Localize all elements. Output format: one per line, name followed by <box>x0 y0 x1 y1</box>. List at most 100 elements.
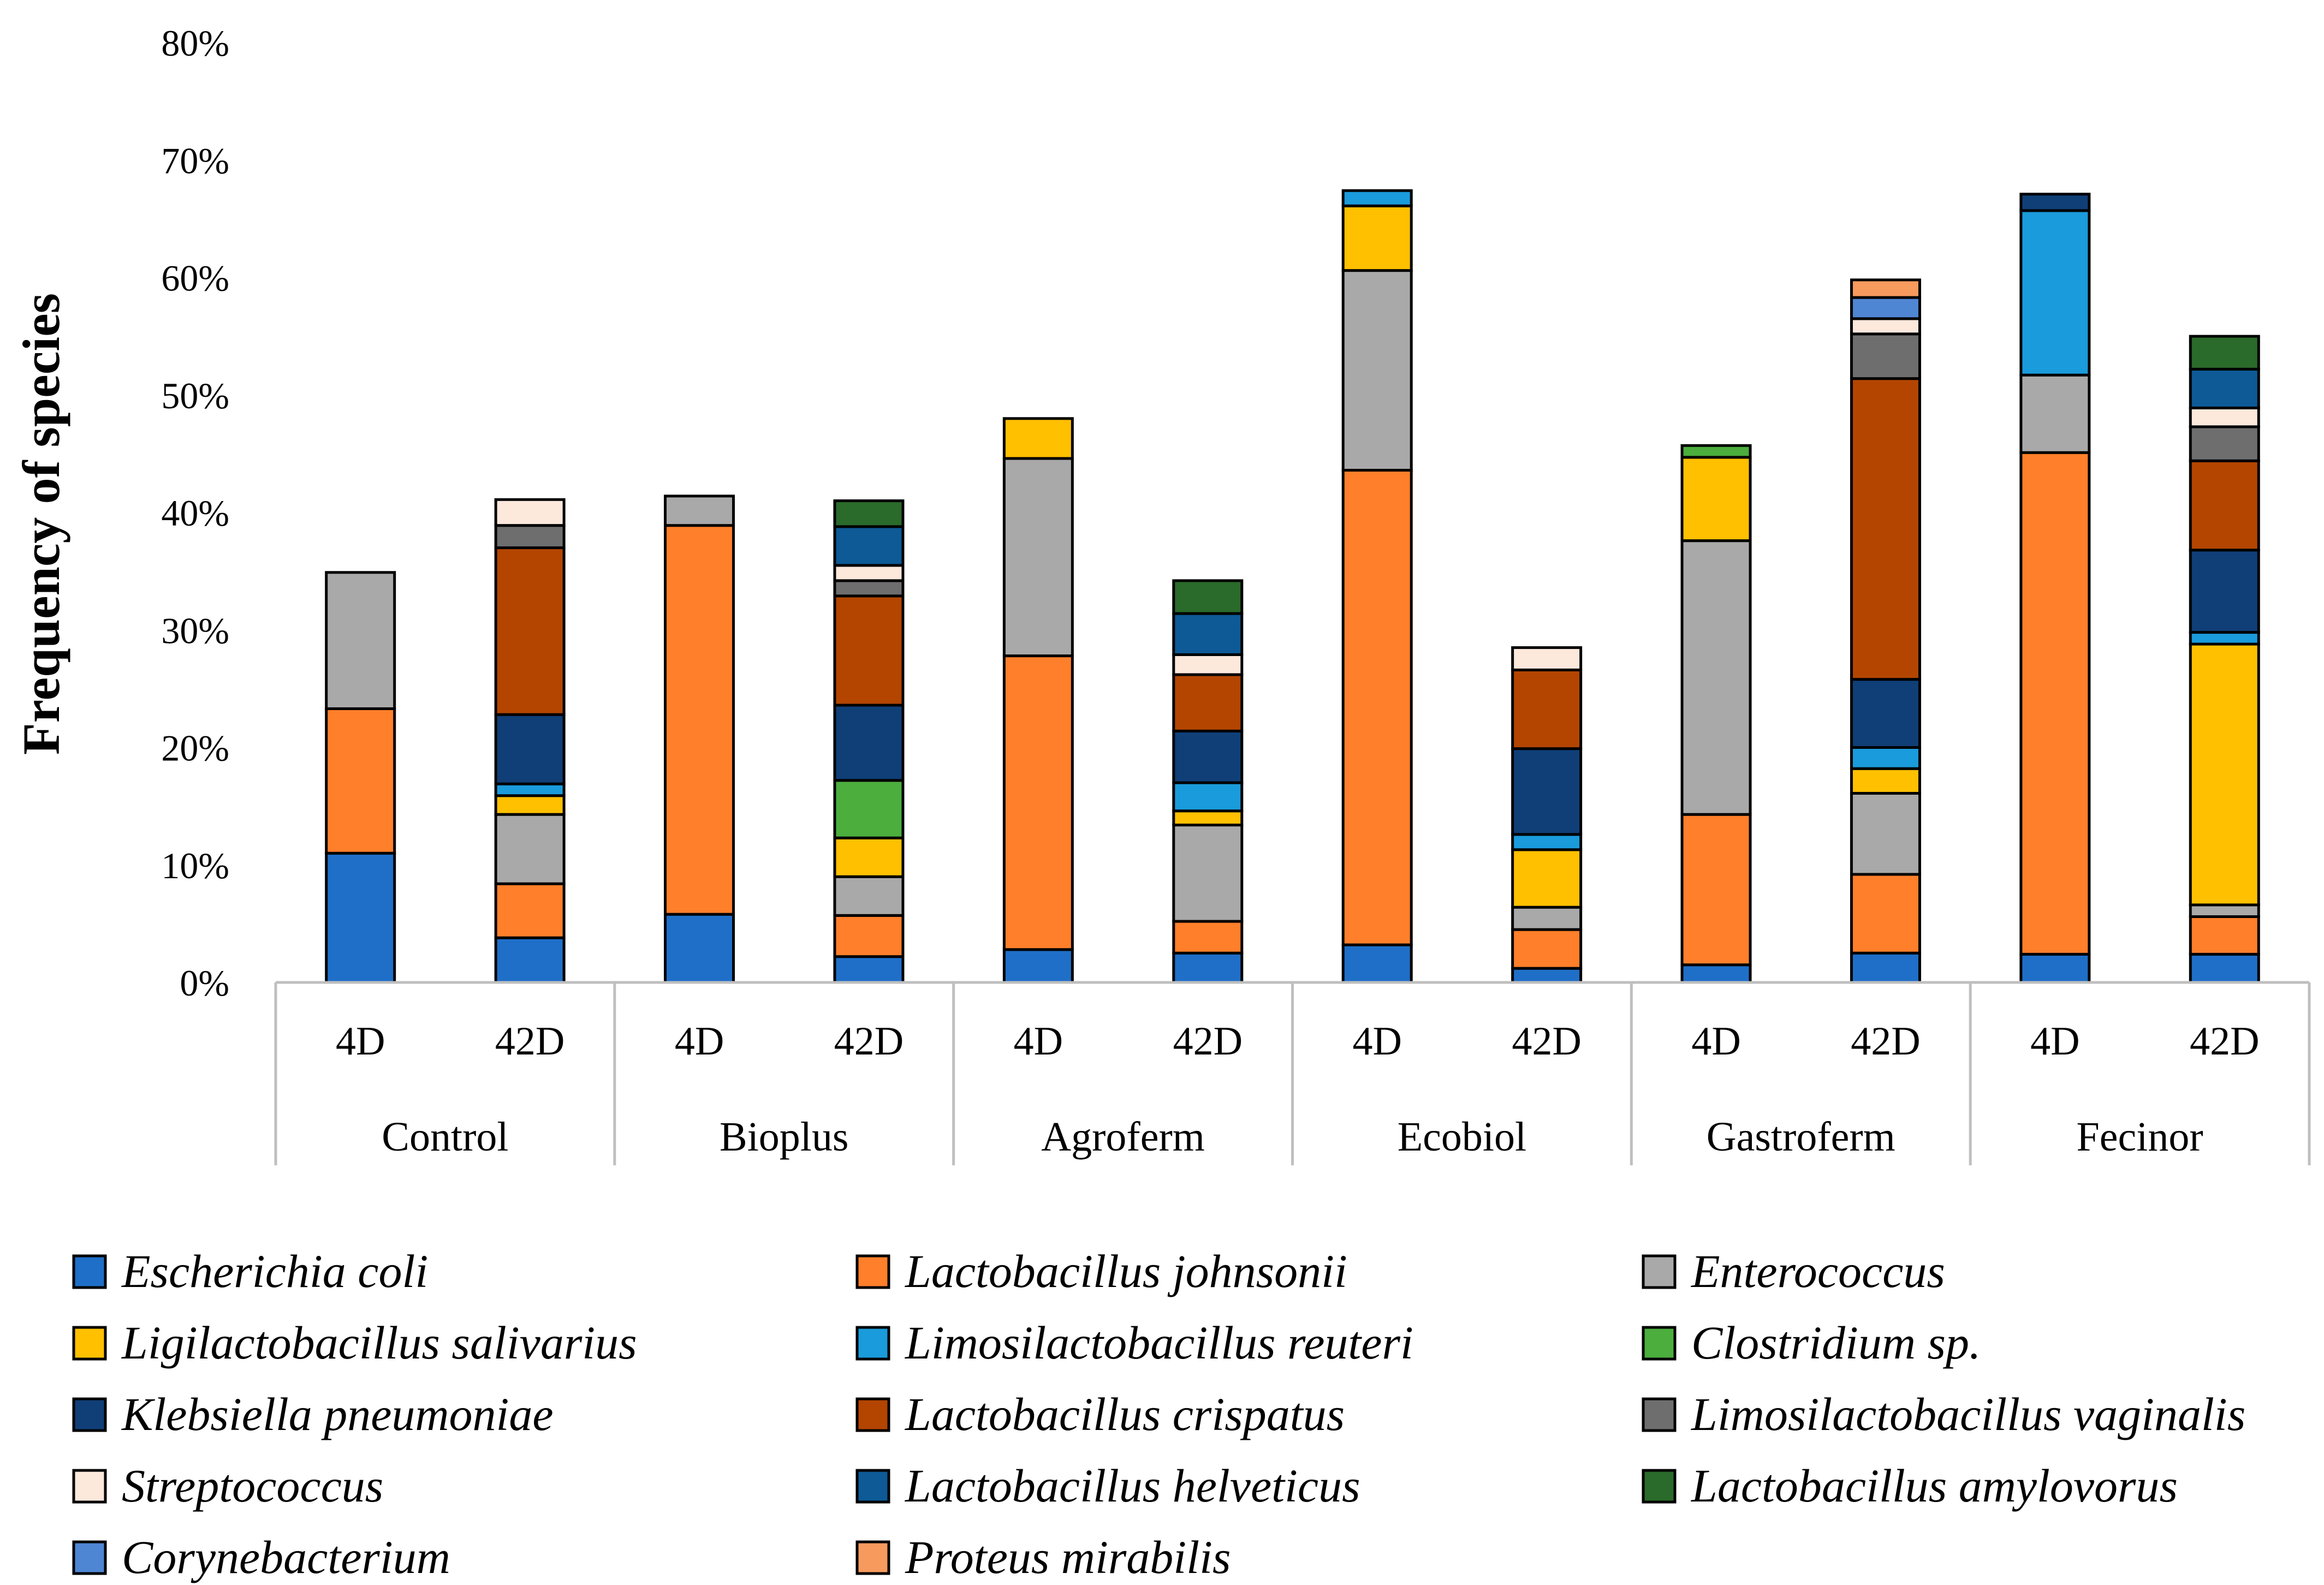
legend-label: Limosilactobacillus reuteri <box>904 1316 1413 1369</box>
legend-swatch <box>72 1326 107 1361</box>
bar-segment <box>2189 335 2260 371</box>
x-tick-label: 42D <box>834 1019 904 1064</box>
bar-segment <box>1172 612 1244 656</box>
legend-label: Lactobacillus crispatus <box>904 1388 1345 1440</box>
legend-label: Clostridium sp. <box>1691 1316 1981 1369</box>
bar-segment <box>1850 951 1921 984</box>
axes-layer: 0% 10% 20% 30% 40% 50% 60% 70% 80% 4D 42D 4D 42D 4D 42… <box>161 22 2311 1165</box>
bar-segment <box>2019 451 2091 956</box>
bar-segment <box>2189 549 2260 634</box>
bar-segment <box>1850 873 1921 955</box>
group-label: Fecinor <box>2077 1114 2203 1160</box>
group-label: Agroferm <box>1041 1114 1205 1160</box>
bar-segment <box>1511 928 1583 970</box>
bar-segment <box>494 882 566 939</box>
bar-segment <box>1850 377 1921 681</box>
x-tick-label: 42D <box>495 1019 564 1064</box>
x-tick-label: 42D <box>1851 1019 1920 1064</box>
bar-segment <box>1680 813 1752 967</box>
bar-segment <box>1341 943 1413 984</box>
group-label: Control <box>382 1114 508 1160</box>
bar-segment <box>2019 193 2091 212</box>
bar-segment <box>833 579 905 598</box>
bar-segment <box>2019 209 2091 377</box>
x-tick-label: 4D <box>336 1019 385 1064</box>
bar-segment <box>833 594 905 707</box>
bar-segment <box>1172 809 1244 827</box>
legend-label: Corynebacterium <box>122 1531 450 1583</box>
bar-segment <box>1850 296 1921 320</box>
x-tick-label: 42D <box>1173 1019 1243 1064</box>
bar-segment <box>1341 469 1413 946</box>
bar-segment <box>833 525 905 567</box>
bar-segment <box>1511 848 1583 909</box>
bar-segment <box>664 494 735 527</box>
bar-segment <box>1341 189 1413 207</box>
legend-swatch <box>855 1326 890 1361</box>
bar-segment <box>1850 678 1921 749</box>
bar-segment <box>1172 781 1244 813</box>
bar-segment <box>1172 824 1244 923</box>
bar-segment <box>2189 425 2260 462</box>
bar-segment <box>1172 920 1244 955</box>
bar-segment <box>2189 367 2260 409</box>
bar-segment <box>494 713 566 785</box>
bar-segment <box>1002 457 1074 658</box>
bar-segment <box>833 836 905 878</box>
bar-segment <box>1680 963 1752 984</box>
bar-segment <box>494 936 566 984</box>
legend-swatch <box>855 1254 890 1289</box>
bar-segment <box>2189 642 2260 907</box>
bar-segment <box>664 524 735 916</box>
bar-segment <box>2189 459 2260 552</box>
x-tick-label: 42D <box>1512 1019 1581 1064</box>
bar-segment <box>1002 948 1074 984</box>
group-label: Bioplus <box>720 1114 849 1160</box>
legend: Escherichia coli Lactobacillus johnsonii E… <box>72 1245 2245 1583</box>
bar-segment <box>2189 406 2260 428</box>
bar-segment <box>1002 654 1074 951</box>
bar-segment <box>494 813 566 885</box>
bar-segment <box>1850 317 1921 336</box>
legend-swatch <box>72 1469 107 1504</box>
bar-segment <box>1511 967 1583 984</box>
y-tick-label: 30% <box>161 610 229 651</box>
x-tick-label: 4D <box>1691 1019 1740 1064</box>
legend-label: Lactobacillus amylovorus <box>1690 1459 2178 1512</box>
group-label: Ecobiol <box>1398 1114 1526 1160</box>
y-tick-label: 0% <box>180 962 229 1004</box>
bar-segment <box>1850 332 1921 380</box>
bar-segment <box>1172 653 1244 676</box>
bar-segment <box>494 546 566 716</box>
bar-segment <box>1850 278 1921 299</box>
bars-layer <box>325 189 2260 984</box>
y-axis-label: Frequency of species <box>12 293 70 755</box>
x-tick-label: 4D <box>675 1019 724 1064</box>
legend-swatch <box>72 1540 107 1575</box>
x-tick-label: 4D <box>2030 1019 2079 1064</box>
legend-label: Limosilactobacillus vaginalis <box>1690 1388 2245 1440</box>
bar-segment <box>1850 746 1921 770</box>
bar-segment <box>325 851 396 984</box>
legend-label: Escherichia coli <box>121 1245 428 1297</box>
x-tick-label: 42D <box>2190 1019 2259 1064</box>
bar-segment <box>1511 668 1583 750</box>
bar-segment <box>325 571 396 710</box>
bar-segment <box>1511 747 1583 836</box>
bar-segment <box>1850 791 1921 876</box>
bar-segment <box>2189 903 2260 918</box>
bar-segment <box>1511 646 1583 671</box>
bar-segment <box>1680 456 1752 543</box>
bar-segment <box>1850 767 1921 795</box>
bar-segment <box>1511 905 1583 931</box>
legend-swatch <box>1642 1254 1677 1289</box>
legend-swatch <box>1642 1397 1677 1432</box>
y-tick-label: 70% <box>161 140 229 181</box>
bar-segment <box>833 955 905 984</box>
bar-segment <box>1002 417 1074 460</box>
bar-segment <box>1172 673 1244 732</box>
y-tick-label: 10% <box>161 845 229 886</box>
legend-swatch <box>855 1469 890 1504</box>
legend-swatch <box>72 1397 107 1432</box>
